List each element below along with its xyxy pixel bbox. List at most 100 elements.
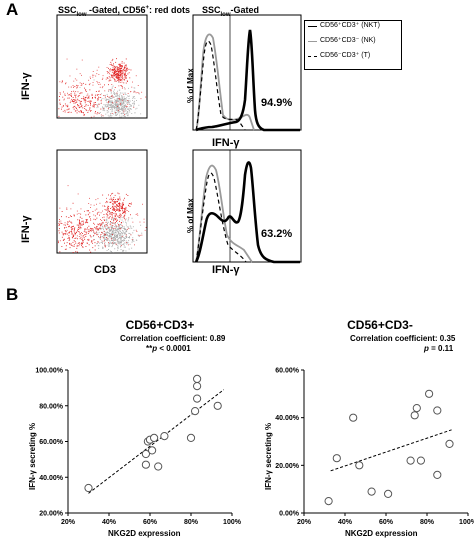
event-dot	[59, 92, 61, 94]
event-dot	[121, 108, 123, 110]
event-dot	[88, 79, 90, 81]
event-dot	[117, 215, 119, 217]
event-dot	[79, 228, 81, 230]
event-dot	[116, 221, 117, 222]
scatter-point	[141, 449, 150, 459]
event-dot	[80, 85, 82, 86]
event-dot	[59, 207, 61, 209]
event-dot	[103, 230, 105, 232]
event-dot	[64, 103, 66, 105]
event-dot	[126, 230, 127, 232]
event-dot	[111, 226, 113, 228]
event-dot	[59, 224, 60, 226]
event-dot	[89, 107, 91, 109]
scatter-point	[141, 460, 150, 469]
event-dot	[110, 68, 111, 70]
event-dot	[82, 241, 84, 243]
event-dot	[115, 111, 116, 113]
event-dot	[110, 116, 112, 118]
event-dot	[90, 100, 92, 102]
event-dot	[126, 113, 127, 115]
event-dot	[116, 70, 118, 72]
event-dot	[113, 242, 114, 244]
event-dot	[115, 80, 117, 82]
event-dot	[100, 225, 101, 227]
event-dot	[106, 101, 108, 103]
event-dot	[72, 235, 74, 236]
scatter-point	[148, 446, 157, 455]
event-dot	[110, 223, 112, 225]
event-dot	[63, 238, 65, 240]
event-dot	[82, 243, 83, 245]
event-dot	[103, 104, 105, 106]
event-dot	[95, 228, 97, 230]
event-dot	[67, 224, 69, 226]
event-dot	[125, 221, 126, 223]
event-dot	[95, 219, 97, 221]
event-dot	[121, 105, 123, 107]
event-dot	[111, 234, 112, 236]
event-dot	[118, 240, 120, 242]
event-dot	[104, 105, 106, 107]
event-dot	[115, 67, 117, 69]
event-dot	[107, 226, 108, 228]
event-dot	[85, 222, 86, 224]
scatter-point	[433, 406, 442, 415]
event-dot	[117, 105, 118, 107]
event-dot	[65, 233, 67, 235]
event-dot	[121, 77, 123, 79]
event-dot	[73, 230, 75, 232]
event-dot	[113, 208, 115, 210]
event-dot	[122, 203, 124, 205]
event-dot	[123, 237, 125, 239]
event-dot	[124, 64, 126, 66]
event-dot	[113, 72, 115, 74]
event-dot	[112, 192, 114, 194]
event-dot	[107, 201, 109, 203]
event-dot	[125, 240, 127, 242]
event-dot	[122, 104, 124, 106]
event-dot	[71, 236, 73, 238]
event-dot	[81, 224, 83, 226]
event-dot	[114, 66, 116, 68]
event-dot	[105, 224, 107, 225]
event-dot	[120, 99, 122, 101]
event-dot	[127, 103, 129, 105]
event-dot	[106, 234, 108, 236]
event-dot	[104, 246, 106, 248]
event-dot	[124, 219, 126, 221]
event-dot	[96, 213, 98, 215]
event-dot	[114, 243, 116, 244]
event-dot	[117, 205, 118, 207]
event-dot	[123, 210, 125, 212]
event-dot	[115, 70, 117, 72]
event-dot	[107, 211, 109, 213]
event-dot	[103, 231, 105, 233]
event-dot	[96, 229, 98, 231]
event-dot	[114, 210, 115, 211]
event-dot	[145, 96, 147, 98]
event-dot	[126, 107, 127, 108]
event-dot	[80, 222, 82, 224]
event-dot	[108, 80, 110, 82]
event-dot	[78, 242, 80, 243]
event-dot	[107, 244, 109, 246]
event-dot	[115, 244, 117, 246]
event-dot	[73, 106, 75, 108]
event-dot	[117, 67, 119, 69]
event-dot	[98, 113, 100, 114]
event-dot	[118, 76, 119, 78]
event-dot	[116, 236, 118, 238]
event-dot	[96, 107, 98, 109]
event-dot	[128, 95, 129, 97]
event-dot	[111, 207, 113, 209]
event-dot	[127, 73, 129, 75]
event-dot	[77, 230, 78, 232]
event-dot	[121, 104, 123, 105]
event-dot	[65, 224, 66, 226]
event-dot	[118, 74, 120, 75]
event-dot	[112, 237, 114, 239]
event-dot	[141, 91, 143, 93]
event-dot	[81, 74, 82, 76]
event-dot	[94, 239, 95, 240]
